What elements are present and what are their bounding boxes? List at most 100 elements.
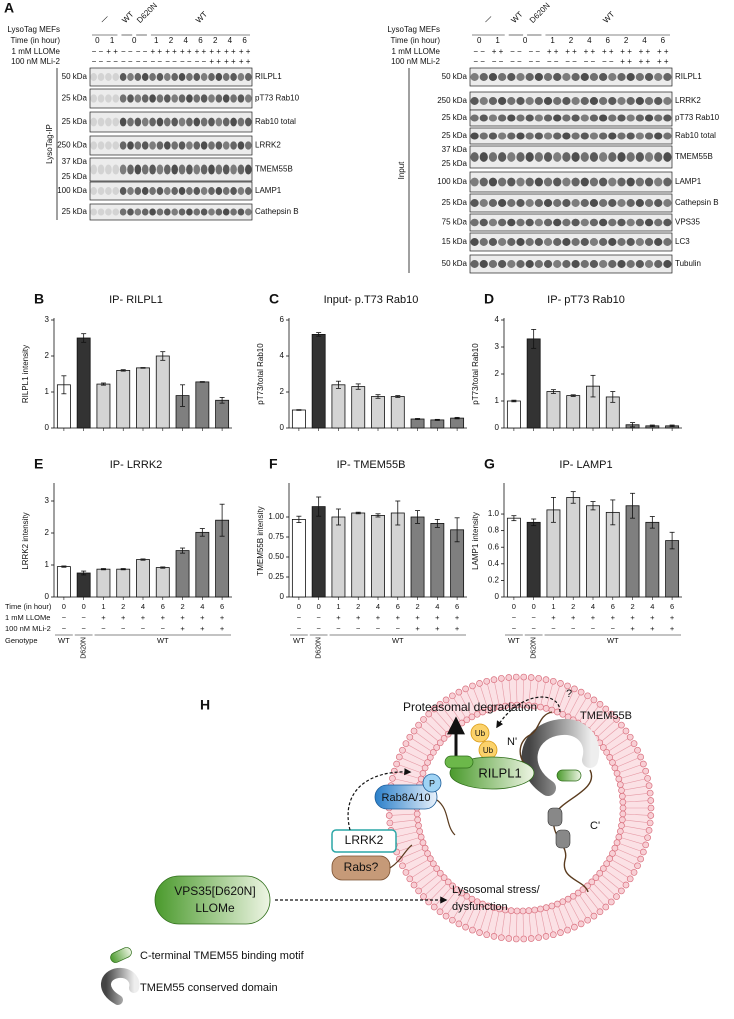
blot-band (105, 117, 112, 127)
y-tick-label: 2 (45, 351, 50, 360)
kda-marker: 25 kDa (62, 172, 88, 181)
blot-band (164, 164, 171, 175)
blot-band (127, 141, 134, 150)
bar (96, 568, 111, 598)
kda-marker: 25 kDa (442, 131, 468, 140)
condition-mli: − (161, 624, 166, 633)
lipid-head (554, 900, 561, 908)
lipid-tail (441, 891, 456, 910)
error-bar (531, 518, 537, 527)
blot-band (178, 73, 186, 81)
condition-llome: − (531, 613, 536, 622)
lipid-tail (401, 757, 423, 768)
blot-band (119, 187, 127, 195)
bar (76, 572, 91, 598)
lipid-tail (614, 854, 635, 865)
blot-band (543, 260, 553, 268)
lipid-tail (624, 785, 647, 791)
bar (76, 337, 91, 429)
llome-label: + + (195, 47, 207, 56)
error-bar (335, 380, 341, 389)
bar (430, 523, 445, 598)
blot-band (97, 141, 105, 150)
blot-band (525, 218, 534, 227)
blot-band (134, 141, 142, 150)
blot-band (149, 94, 156, 103)
lipid-head (592, 874, 600, 881)
lipid-tail (617, 848, 639, 859)
blot-band (654, 238, 663, 246)
lipid-head (588, 878, 596, 886)
lipid-tail (401, 848, 423, 859)
bar (430, 419, 445, 429)
lipid-tail (625, 813, 648, 816)
lipid-head (607, 898, 615, 906)
genotype-label: D620N (528, 1, 552, 25)
blot-band (222, 94, 230, 103)
blot-band (193, 208, 201, 216)
kda-marker: 15 kDa (442, 237, 468, 246)
lipid-head (569, 892, 577, 900)
blot-band (562, 73, 571, 81)
blot-band (171, 117, 178, 127)
condition-genotype: WT (607, 636, 619, 645)
blot-band (580, 152, 589, 162)
blot-band (230, 164, 237, 175)
lipid-head (647, 797, 655, 804)
blot-band (644, 114, 654, 122)
blot-band (571, 238, 580, 246)
lipid-head (622, 881, 630, 889)
lipid-head (542, 904, 550, 911)
blot-band (245, 187, 252, 195)
lipid-head (626, 733, 634, 741)
error-bar (180, 547, 186, 554)
condition-mli: + (670, 624, 675, 633)
lipid-head (619, 810, 627, 818)
blot-band (608, 114, 617, 122)
blot-band (608, 177, 617, 187)
lipid-head (455, 920, 463, 928)
error-bar (434, 519, 440, 528)
lipid-head (577, 920, 585, 928)
mli-label: − − (121, 57, 133, 66)
blot-strip (469, 171, 673, 193)
lipid-head (606, 855, 614, 862)
lipid-head (596, 908, 604, 916)
blot-band (507, 260, 516, 268)
lipid-head (599, 744, 607, 751)
blot-band (534, 199, 543, 207)
lipid-head (603, 860, 610, 868)
lipid-head (421, 764, 429, 772)
lipid-head (449, 916, 456, 924)
blot-band (644, 152, 654, 162)
blot-band (479, 260, 488, 268)
bar (625, 505, 640, 598)
blot-band (237, 164, 245, 175)
lipid-tail (614, 751, 635, 762)
condition-time: 2 (180, 602, 184, 611)
blot-strip (89, 111, 253, 133)
lipid-head (618, 787, 625, 794)
condition-mli: + (630, 624, 635, 633)
time-label: 4 (184, 36, 189, 45)
condition-genotype: D620N (316, 637, 323, 659)
blot-band (105, 141, 112, 150)
blot-band (186, 208, 193, 216)
blot-band (599, 132, 608, 140)
y-tick-label: 3 (45, 496, 50, 505)
lipid-tail (487, 910, 494, 932)
blot-band (663, 177, 672, 187)
blot-band (543, 152, 553, 162)
lipid-tail (552, 686, 560, 708)
error-bar (630, 422, 636, 428)
lipid-tail (621, 837, 643, 845)
lipid-tail (392, 819, 415, 823)
blot-band (534, 218, 543, 227)
blot-band (543, 97, 553, 105)
lipid-tail (623, 831, 645, 838)
blot-band (90, 187, 97, 195)
blot-band (571, 152, 580, 162)
error-bar (454, 517, 460, 543)
bar (566, 395, 581, 429)
mli-label: − − (473, 57, 485, 66)
